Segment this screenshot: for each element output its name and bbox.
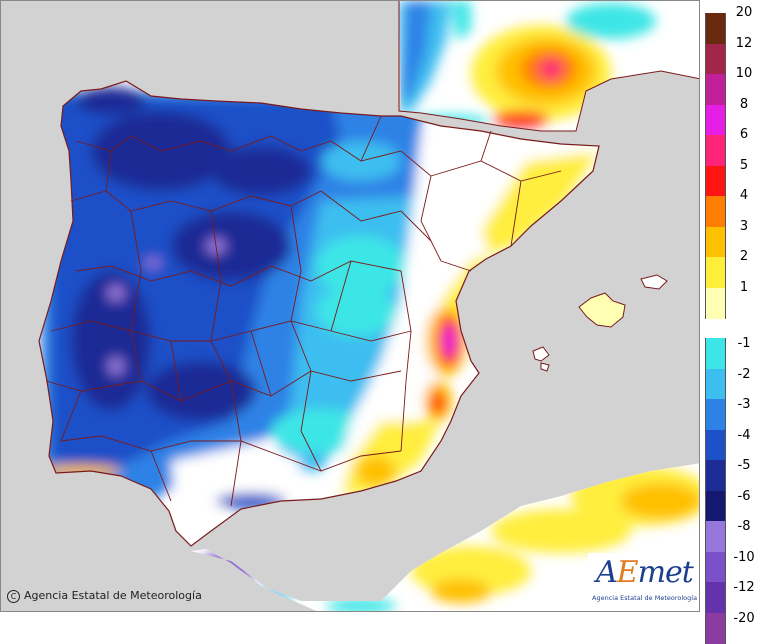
legend-label: -4 (728, 429, 760, 443)
legend-label: 12 (728, 37, 760, 51)
legend-swatch (705, 338, 726, 370)
legend-label: 3 (728, 220, 760, 234)
legend-swatch (705, 166, 726, 198)
legend-swatch (705, 135, 726, 167)
legend-label: -2 (728, 368, 760, 382)
legend-swatch (705, 552, 726, 584)
legend-label: -3 (728, 398, 760, 412)
logo-wordmark: AEmet (596, 555, 693, 590)
legend-label: 6 (728, 128, 760, 142)
legend-swatch (705, 257, 726, 289)
legend-swatch (705, 399, 726, 431)
legend-label: -12 (728, 581, 760, 595)
legend-label: 4 (728, 189, 760, 203)
legend-swatch (705, 369, 726, 401)
credit-text: Agencia Estatal de Meteorología (24, 589, 202, 602)
logo-letter-e: E (617, 555, 638, 590)
legend-label: -6 (728, 490, 760, 504)
legend-swatch (705, 288, 726, 320)
legend-label: 2 (728, 250, 760, 264)
legend-swatch (705, 460, 726, 492)
copyright-credit: C Agencia Estatal de Meteorología (7, 589, 202, 603)
legend-label: -10 (728, 551, 760, 565)
legend-label: 20 (728, 6, 760, 20)
legend-swatch (705, 74, 726, 106)
legend-swatch (705, 582, 726, 614)
legend-swatch (705, 196, 726, 228)
legend-label: -1 (728, 337, 760, 351)
aemet-logo: AEmet Agencia Estatal de Meteorología (588, 553, 696, 609)
legend-label: 5 (728, 159, 760, 173)
legend-label: 1 (728, 281, 760, 295)
legend-swatch (705, 105, 726, 137)
legend-label: -20 (728, 612, 760, 626)
copyright-icon: C (7, 590, 20, 603)
balearic-formentera (541, 363, 549, 371)
legend-label: -8 (728, 520, 760, 534)
legend-swatch (705, 430, 726, 462)
map-panel: C Agencia Estatal de Meteorología AEmet A… (0, 0, 700, 612)
legend-swatch (705, 521, 726, 553)
logo-letters-met: met (638, 555, 693, 590)
legend-swatch (705, 44, 726, 76)
logo-subtitle: Agencia Estatal de Meteorología (592, 594, 697, 602)
legend-swatch (705, 613, 726, 644)
legend-label: 10 (728, 67, 760, 81)
legend-swatch (705, 13, 726, 45)
legend-label: 8 (728, 98, 760, 112)
logo-letter-a: A (596, 555, 617, 590)
legend-label: -5 (728, 459, 760, 473)
legend-swatch (705, 491, 726, 523)
anomaly-map (1, 1, 700, 612)
legend-swatch (705, 227, 726, 259)
